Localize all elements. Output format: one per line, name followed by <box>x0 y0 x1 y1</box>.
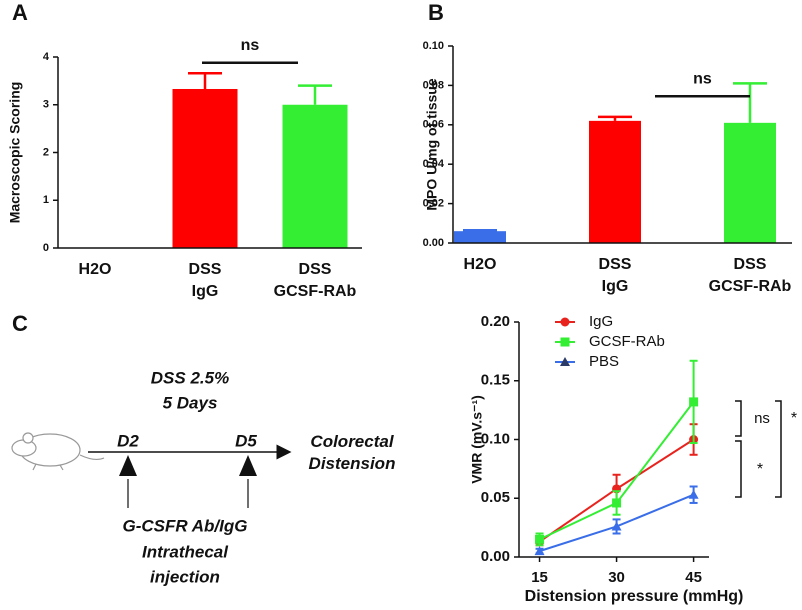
panel-label: B <box>428 0 444 25</box>
x-tick-label: 45 <box>685 569 702 586</box>
x-tick-label: 30 <box>608 569 625 586</box>
injection-label: Intrathecal <box>142 542 229 561</box>
bar <box>724 122 776 243</box>
legend-marker <box>560 317 570 327</box>
x-tick-label: DSS IgG <box>599 256 632 295</box>
y-tick-label: 0.15 <box>481 372 510 389</box>
y-tick-label: 0.08 <box>423 79 444 91</box>
mouse-icon <box>11 432 105 471</box>
x-tick-label: H2O <box>79 261 112 278</box>
significance-label: ns <box>241 37 260 54</box>
significance-label: ns <box>693 70 712 87</box>
marker <box>611 521 622 531</box>
panel-label: A <box>12 0 28 25</box>
injection-label: injection <box>150 567 220 586</box>
x-tick-label: DSS IgG <box>189 261 222 300</box>
injection-triangle <box>239 455 257 476</box>
treatment: DSS 2.5% <box>151 368 229 387</box>
significance-label: * <box>791 410 797 427</box>
marker <box>688 489 699 499</box>
y-tick-label: 4 <box>43 51 50 63</box>
y-axis-label: MPO U/mg of tissue <box>424 78 440 210</box>
legend-label: PBS <box>589 353 619 370</box>
y-axis-label: Macroscopic Scoring <box>7 82 23 224</box>
bar <box>282 104 348 248</box>
x-tick-label: H2O <box>464 256 497 273</box>
significance-bracket <box>735 440 742 498</box>
marker <box>689 397 699 407</box>
error-bar <box>188 71 222 89</box>
legend-label: GCSF-RAb <box>589 333 665 350</box>
y-tick-label: 0.06 <box>423 119 444 131</box>
y-tick-label: 0.04 <box>423 158 445 170</box>
error-bar <box>733 82 767 123</box>
y-tick-label: 0.00 <box>481 548 510 565</box>
x-tick-label: 15 <box>531 569 548 586</box>
injection-triangle <box>119 455 137 476</box>
y-axis-label: VMR (mV.s⁻¹) <box>469 395 485 484</box>
y-tick-label: 0 <box>43 242 49 254</box>
injection-label: G-CSFR Ab/IgG <box>123 516 248 535</box>
significance-bracket <box>775 400 782 498</box>
significance-label: ns <box>754 410 770 427</box>
bar <box>454 231 506 243</box>
legend-marker <box>560 337 570 347</box>
error-bar <box>598 115 632 121</box>
x-tick-label: DSS GCSF-RAb <box>274 261 357 300</box>
y-tick-label: 0.02 <box>423 198 444 210</box>
y-tick-label: 0.20 <box>481 313 510 330</box>
y-tick-label: 2 <box>43 146 49 158</box>
legend-marker <box>560 357 570 366</box>
panel-label: C <box>12 311 28 336</box>
y-tick-label: 0.10 <box>481 430 510 447</box>
day-label: D2 <box>117 431 139 450</box>
y-tick-label: 0.10 <box>423 40 444 52</box>
significance-bracket <box>735 400 742 437</box>
y-tick-label: 1 <box>43 194 49 206</box>
marker <box>534 546 545 556</box>
significance-label: * <box>757 461 763 478</box>
duration: 5 Days <box>163 393 218 412</box>
x-tick-label: DSS GCSF-RAb <box>709 256 792 295</box>
y-tick-label: 0.05 <box>481 489 510 506</box>
day-label: D5 <box>235 431 257 450</box>
outcome: Colorectal Distension <box>309 432 396 473</box>
error-bar <box>463 228 497 232</box>
marker <box>535 534 545 544</box>
x-axis-label: Distension pressure (mmHg) <box>525 588 744 605</box>
bar <box>589 120 641 243</box>
marker <box>612 498 622 508</box>
legend-label: IgG <box>589 313 613 330</box>
bar <box>172 88 238 249</box>
y-tick-label: 0.00 <box>423 237 444 249</box>
error-bar <box>298 84 332 105</box>
y-tick-label: 3 <box>43 99 49 111</box>
